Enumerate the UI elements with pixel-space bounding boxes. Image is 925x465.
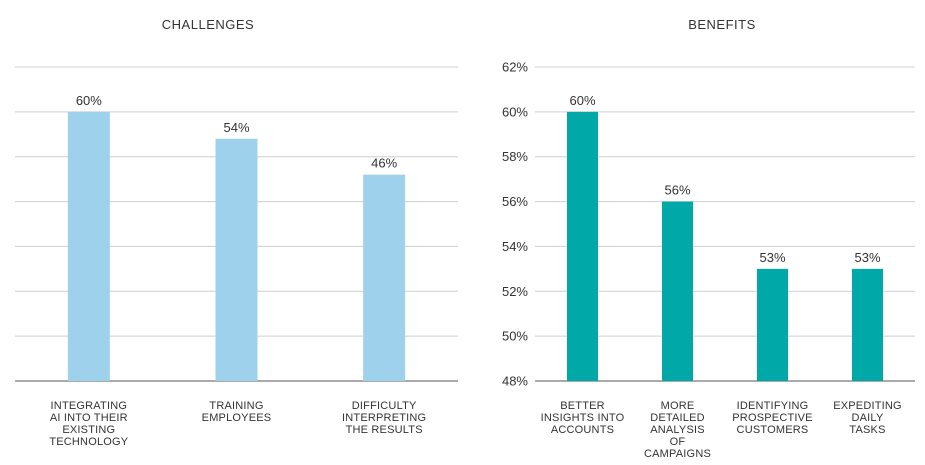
benefits-y-tick-label: 50% <box>502 329 528 344</box>
challenges-category-label-line: AI INTO THEIR <box>50 412 128 424</box>
challenges-category-label-line: INTEGRATING <box>51 400 128 412</box>
benefits-category-label-line: ANALYSIS <box>650 424 705 436</box>
benefits-category-label: EXPEDITING DAILY TASKS <box>833 400 902 436</box>
benefits-y-tick-label: 54% <box>502 239 528 254</box>
benefits-data-label: 60% <box>569 93 595 108</box>
benefits-category-label-line: BETTER <box>560 400 605 412</box>
benefits-chart: BENEFITS 48% 50% 52% 54% 56% 58% 60% 62% 60% BETTE… <box>502 17 915 460</box>
benefits-y-tick-label: 52% <box>502 284 528 299</box>
challenges-category-label-line: EMPLOYEES <box>202 412 272 424</box>
challenges-chart-title: CHALLENGES <box>162 17 254 32</box>
benefits-bar <box>567 111 598 381</box>
benefits-y-tick-label: 56% <box>502 194 528 209</box>
benefits-category-label-line: DAILY <box>852 412 884 424</box>
benefits-bar <box>852 268 883 381</box>
benefits-bar <box>662 201 693 381</box>
challenges-chart: CHALLENGES 60% INTEGRATING AI INTO THEIR EXI… <box>15 17 458 448</box>
challenges-data-label: 54% <box>223 120 249 135</box>
challenges-category-label-line: THE RESULTS <box>346 424 423 436</box>
benefits-category-label-line: PROSPECTIVE <box>732 412 812 424</box>
challenges-bar <box>363 174 406 381</box>
challenges-bar <box>215 138 258 381</box>
benefits-category-label-line: EXPEDITING <box>833 400 902 412</box>
challenges-data-label: 60% <box>76 93 102 108</box>
benefits-category-label-line: IDENTIFYING <box>737 400 809 412</box>
challenges-category-label-line: INTERPRETING <box>342 412 426 424</box>
benefits-category-label-line: INSIGHTS INTO <box>541 412 625 424</box>
benefits-y-tick-label: 60% <box>502 104 528 119</box>
benefits-category-label: IDENTIFYING PROSPECTIVE CUSTOMERS <box>732 400 812 436</box>
benefits-data-label: 53% <box>759 250 785 265</box>
challenges-category-label: DIFFICULTY INTERPRETING THE RESULTS <box>342 400 426 436</box>
benefits-y-tick-label: 48% <box>502 374 528 389</box>
benefits-category-label: BETTER INSIGHTS INTO ACCOUNTS <box>541 400 625 436</box>
benefits-chart-title: BENEFITS <box>688 17 756 32</box>
benefits-category-label-line: CUSTOMERS <box>737 424 809 436</box>
benefits-category-label-line: TASKS <box>849 424 885 436</box>
challenges-category-label-line: TECHNOLOGY <box>49 436 128 448</box>
challenges-category-label-line: DIFFICULTY <box>352 400 417 412</box>
challenges-category-label: INTEGRATING AI INTO THEIR EXISTING TECHNOLO… <box>49 400 128 448</box>
benefits-category-label-line: ACCOUNTS <box>551 424 614 436</box>
benefits-data-label: 53% <box>854 250 880 265</box>
benefits-bar <box>757 268 788 381</box>
benefits-category-label-line: OF <box>670 436 686 448</box>
benefits-category-label-line: MORE <box>661 400 695 412</box>
benefits-category-label-line: CAMPAIGNS <box>644 448 711 460</box>
challenges-bar <box>67 111 110 381</box>
benefits-y-tick-label: 62% <box>502 60 528 75</box>
benefits-y-tick-label: 58% <box>502 149 528 164</box>
challenges-category-label-line: TRAINING <box>209 400 263 412</box>
challenges-data-label: 46% <box>371 156 397 171</box>
benefits-category-label: MORE DETAILED ANALYSIS OF CAMPAIGNS <box>644 400 711 460</box>
challenges-category-label-line: EXISTING <box>62 424 115 436</box>
benefits-data-label: 56% <box>664 183 690 198</box>
challenges-category-label: TRAINING EMPLOYEES <box>202 400 272 424</box>
benefits-category-label-line: DETAILED <box>650 412 705 424</box>
